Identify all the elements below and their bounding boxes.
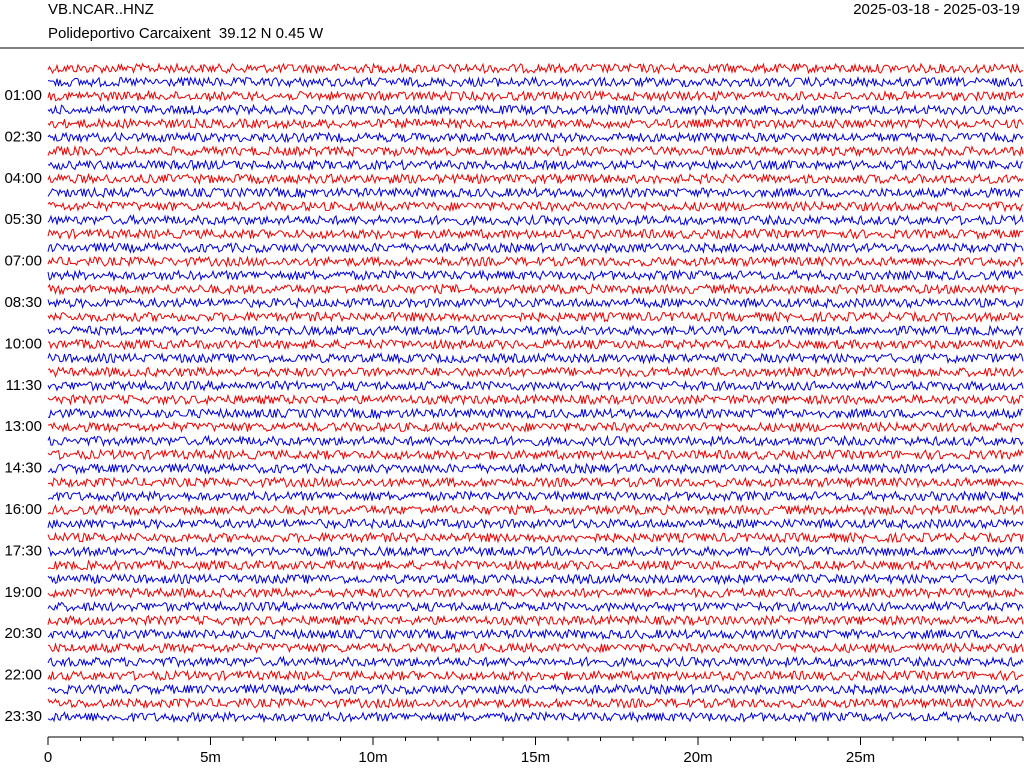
row-time-label: 23:30: [4, 708, 42, 725]
trace: [47, 103, 1024, 117]
row-time-label: 04:00: [4, 170, 42, 187]
trace: [47, 227, 1024, 241]
trace: [47, 655, 1024, 669]
trace: [47, 517, 1024, 531]
trace: [47, 62, 1024, 75]
x-tick-label: 25m: [846, 749, 875, 766]
row-time-label: 17:30: [4, 542, 42, 559]
trace: [47, 586, 1024, 600]
trace: [47, 503, 1024, 517]
trace: [47, 158, 1024, 172]
trace: [47, 614, 1024, 627]
trace: [47, 199, 1024, 213]
trace: [47, 365, 1024, 379]
trace: [47, 172, 1024, 186]
x-tick-label: 10m: [358, 749, 387, 766]
trace: [47, 710, 1024, 724]
trace: [47, 393, 1024, 406]
trace: [47, 324, 1024, 337]
x-tick-label: 20m: [683, 749, 712, 766]
row-time-label: 01:00: [4, 87, 42, 104]
x-tick-label: 15m: [521, 749, 550, 766]
trace: [47, 407, 1024, 420]
trace: [47, 131, 1024, 144]
trace: [47, 489, 1024, 503]
row-time-label: 07:00: [4, 253, 42, 270]
trace: [47, 628, 1024, 641]
trace: [47, 338, 1024, 351]
trace: [47, 296, 1024, 310]
row-time-label: 16:00: [4, 501, 42, 518]
trace: [47, 420, 1024, 434]
trace: [47, 75, 1024, 89]
trace: [47, 600, 1024, 613]
row-time-label: 13:00: [4, 418, 42, 435]
trace: [47, 144, 1024, 158]
trace: [47, 448, 1024, 462]
x-tick-label: 0: [44, 749, 52, 766]
row-time-label: 11:30: [6, 377, 42, 394]
trace: [47, 545, 1024, 558]
trace: [47, 572, 1024, 586]
trace: [47, 669, 1024, 682]
trace: [47, 558, 1024, 572]
trace: [47, 696, 1024, 710]
date-range: 2025-03-18 - 2025-03-19: [853, 1, 1020, 18]
trace: [47, 241, 1024, 255]
row-time-label: 10:00: [4, 335, 42, 352]
station-code: VB.NCAR..HNZ: [48, 1, 154, 18]
x-tick-label: 5m: [200, 749, 221, 766]
row-time-label: 14:30: [4, 460, 42, 477]
row-time-label: 05:30: [4, 211, 42, 228]
trace: [47, 255, 1024, 268]
trace: [47, 269, 1024, 282]
trace: [47, 351, 1024, 365]
trace: [47, 186, 1024, 199]
trace: [47, 434, 1024, 448]
trace: [47, 89, 1024, 103]
trace: [47, 476, 1024, 489]
trace: [47, 379, 1024, 392]
trace: [47, 683, 1024, 696]
row-time-label: 08:30: [4, 294, 42, 311]
row-time-label: 20:30: [4, 625, 42, 642]
station-name: Polideportivo Carcaixent 39.12 N 0.45 W: [48, 25, 324, 42]
trace: [47, 213, 1024, 227]
trace: [47, 641, 1024, 655]
trace: [47, 462, 1024, 475]
row-time-label: 22:00: [4, 667, 42, 684]
trace: [47, 117, 1024, 130]
trace: [47, 283, 1024, 296]
trace: [47, 531, 1024, 544]
row-time-label: 02:30: [4, 128, 42, 145]
row-time-label: 19:00: [4, 584, 42, 601]
trace: [47, 310, 1024, 324]
